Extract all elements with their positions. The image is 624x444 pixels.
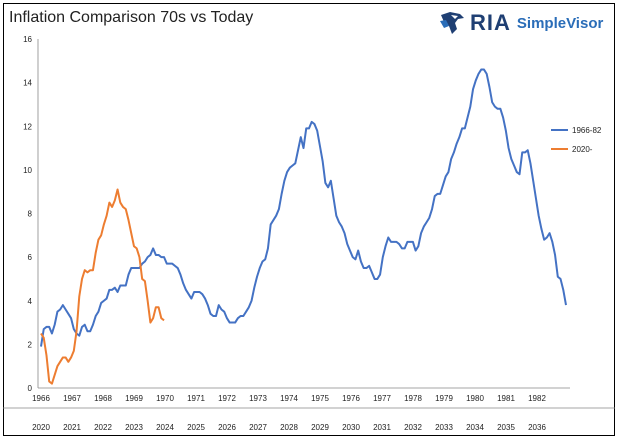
x-tick-label-top: 1976 [342,394,360,403]
x-tick-label-top: 1968 [94,394,112,403]
x-tick-label-bottom: 2022 [94,423,112,432]
x-axis-bottom-ticks: 2020 2021 2022 2023 2024 2025 2026 2027 2028 2029… [32,423,546,432]
x-tick-label-bottom: 2029 [311,423,329,432]
eagle-icon [440,12,464,34]
x-tick-label-top: 1970 [156,394,174,403]
y-tick-label: 0 [28,384,33,393]
x-tick-label-bottom: 2023 [125,423,143,432]
series-line-1966-82 [40,68,567,347]
series-layer [40,68,567,385]
x-tick-label-top: 1973 [249,394,267,403]
x-tick-label-top: 1982 [528,394,546,403]
y-tick-label: 2 [28,340,33,349]
x-tick-label-top: 1972 [218,394,236,403]
x-tick-label-bottom: 2024 [156,423,174,432]
y-tick-label: 14 [23,79,32,88]
x-tick-label-top: 1980 [466,394,484,403]
x-tick-label-bottom: 2034 [466,423,484,432]
x-tick-label-bottom: 2036 [528,423,546,432]
x-tick-label-bottom: 2032 [404,423,422,432]
series-line-2020- [40,188,165,385]
x-tick-label-bottom: 2035 [497,423,515,432]
x-tick-label-top: 1975 [311,394,329,403]
legend-label: 1966-82 [572,126,602,135]
chart-legend: 1966-82 2020- [551,126,602,154]
x-tick-label-bottom: 2026 [218,423,236,432]
y-tick-label: 8 [28,210,33,219]
x-tick-label-bottom: 2033 [435,423,453,432]
y-axis-ticks: 0 2 4 6 8 10 12 14 16 [23,35,32,393]
chart-title: Inflation Comparison 70s vs Today [9,9,254,26]
logo-ria-text: RIA [470,10,511,35]
logo-simplevisor-text: SimpleVisor [516,14,604,32]
x-tick-label-top: 1967 [63,394,81,403]
x-tick-label-bottom: 2020 [32,423,50,432]
x-tick-label-bottom: 2021 [63,423,81,432]
x-tick-label-top: 1981 [497,394,515,403]
x-tick-label-top: 1978 [404,394,422,403]
y-tick-label: 10 [23,166,32,175]
x-tick-label-top: 1966 [32,394,50,403]
y-tick-label: 16 [23,35,32,44]
legend-label: 2020- [572,145,593,154]
x-tick-label-bottom: 2027 [249,423,267,432]
x-tick-label-top: 1974 [280,394,298,403]
y-tick-label: 12 [23,122,32,131]
x-tick-label-top: 1969 [125,394,143,403]
y-tick-label: 4 [28,297,33,306]
x-axis-top-ticks: 1966 1967 1968 1969 1970 1971 1972 1973 1974 1975… [32,394,546,403]
x-tick-label-bottom: 2025 [187,423,205,432]
x-tick-label-top: 1977 [373,394,391,403]
chart-axes [3,39,615,409]
brand-logo: RIA SimpleVisor [438,9,603,37]
x-tick-label-bottom: 2031 [373,423,391,432]
x-tick-label-top: 1979 [435,394,453,403]
x-tick-label-bottom: 2028 [280,423,298,432]
x-tick-label-bottom: 2030 [342,423,360,432]
y-tick-label: 6 [28,253,33,262]
x-tick-label-top: 1971 [187,394,205,403]
